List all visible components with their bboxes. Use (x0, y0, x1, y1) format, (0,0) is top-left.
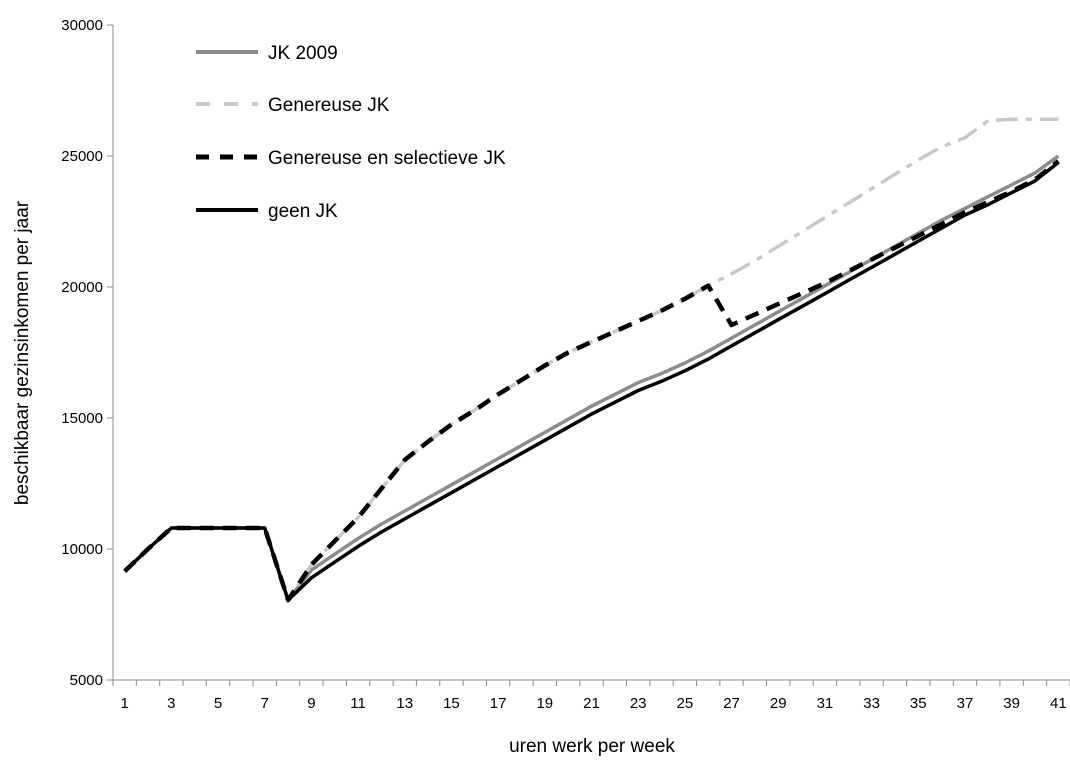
x-axis-title: uren werk per week (509, 736, 675, 757)
legend-label-4: geen JK (268, 201, 338, 222)
legend-label-3: Genereuse en selectieve JK (268, 148, 506, 169)
x-tick-label: 17 (490, 695, 507, 712)
x-tick-label: 31 (817, 695, 834, 712)
series-line-3 (123, 159, 1060, 603)
legend: JK 2009 Genereuse JK Genereuse en selectie… (196, 43, 506, 222)
y-tick-label: 15000 (61, 410, 103, 427)
x-tick-label: 1 (120, 695, 128, 712)
x-tick-label: 37 (957, 695, 974, 712)
series-line-4 (123, 161, 1060, 602)
x-tick-label: 29 (770, 695, 787, 712)
y-tick-label: 30000 (61, 17, 103, 34)
x-tick-label: 25 (677, 695, 694, 712)
x-tick-label: 33 (863, 695, 880, 712)
y-tick-label: 25000 (61, 148, 103, 165)
legend-label-2: Genereuse JK (268, 95, 390, 116)
x-tick-label: 11 (350, 695, 366, 712)
x-tick-label: 7 (261, 695, 269, 712)
x-tick-label: 39 (1003, 695, 1020, 712)
x-tick-label: 3 (167, 695, 175, 712)
x-tick-label: 23 (630, 695, 647, 712)
x-tick-label: 13 (396, 695, 413, 712)
series-lines (123, 117, 1060, 603)
y-tick-label: 5000 (70, 672, 103, 689)
y-axis-title: beschikbaar gezinsinkomen per jaar (12, 200, 33, 505)
x-tick-label: 5 (214, 695, 222, 712)
x-tick-label: 27 (723, 695, 740, 712)
y-tick-label: 10000 (61, 541, 103, 558)
x-tick-label: 9 (307, 695, 315, 712)
legend-label-1: JK 2009 (268, 43, 338, 64)
axes (107, 24, 1070, 686)
x-tick-label: 19 (536, 695, 553, 712)
x-tick-label: 35 (910, 695, 927, 712)
x-tick-label: 41 (1050, 695, 1067, 712)
x-tick-label: 21 (583, 695, 600, 712)
x-tick-label: 15 (443, 695, 460, 712)
y-tick-label: 20000 (61, 279, 103, 296)
